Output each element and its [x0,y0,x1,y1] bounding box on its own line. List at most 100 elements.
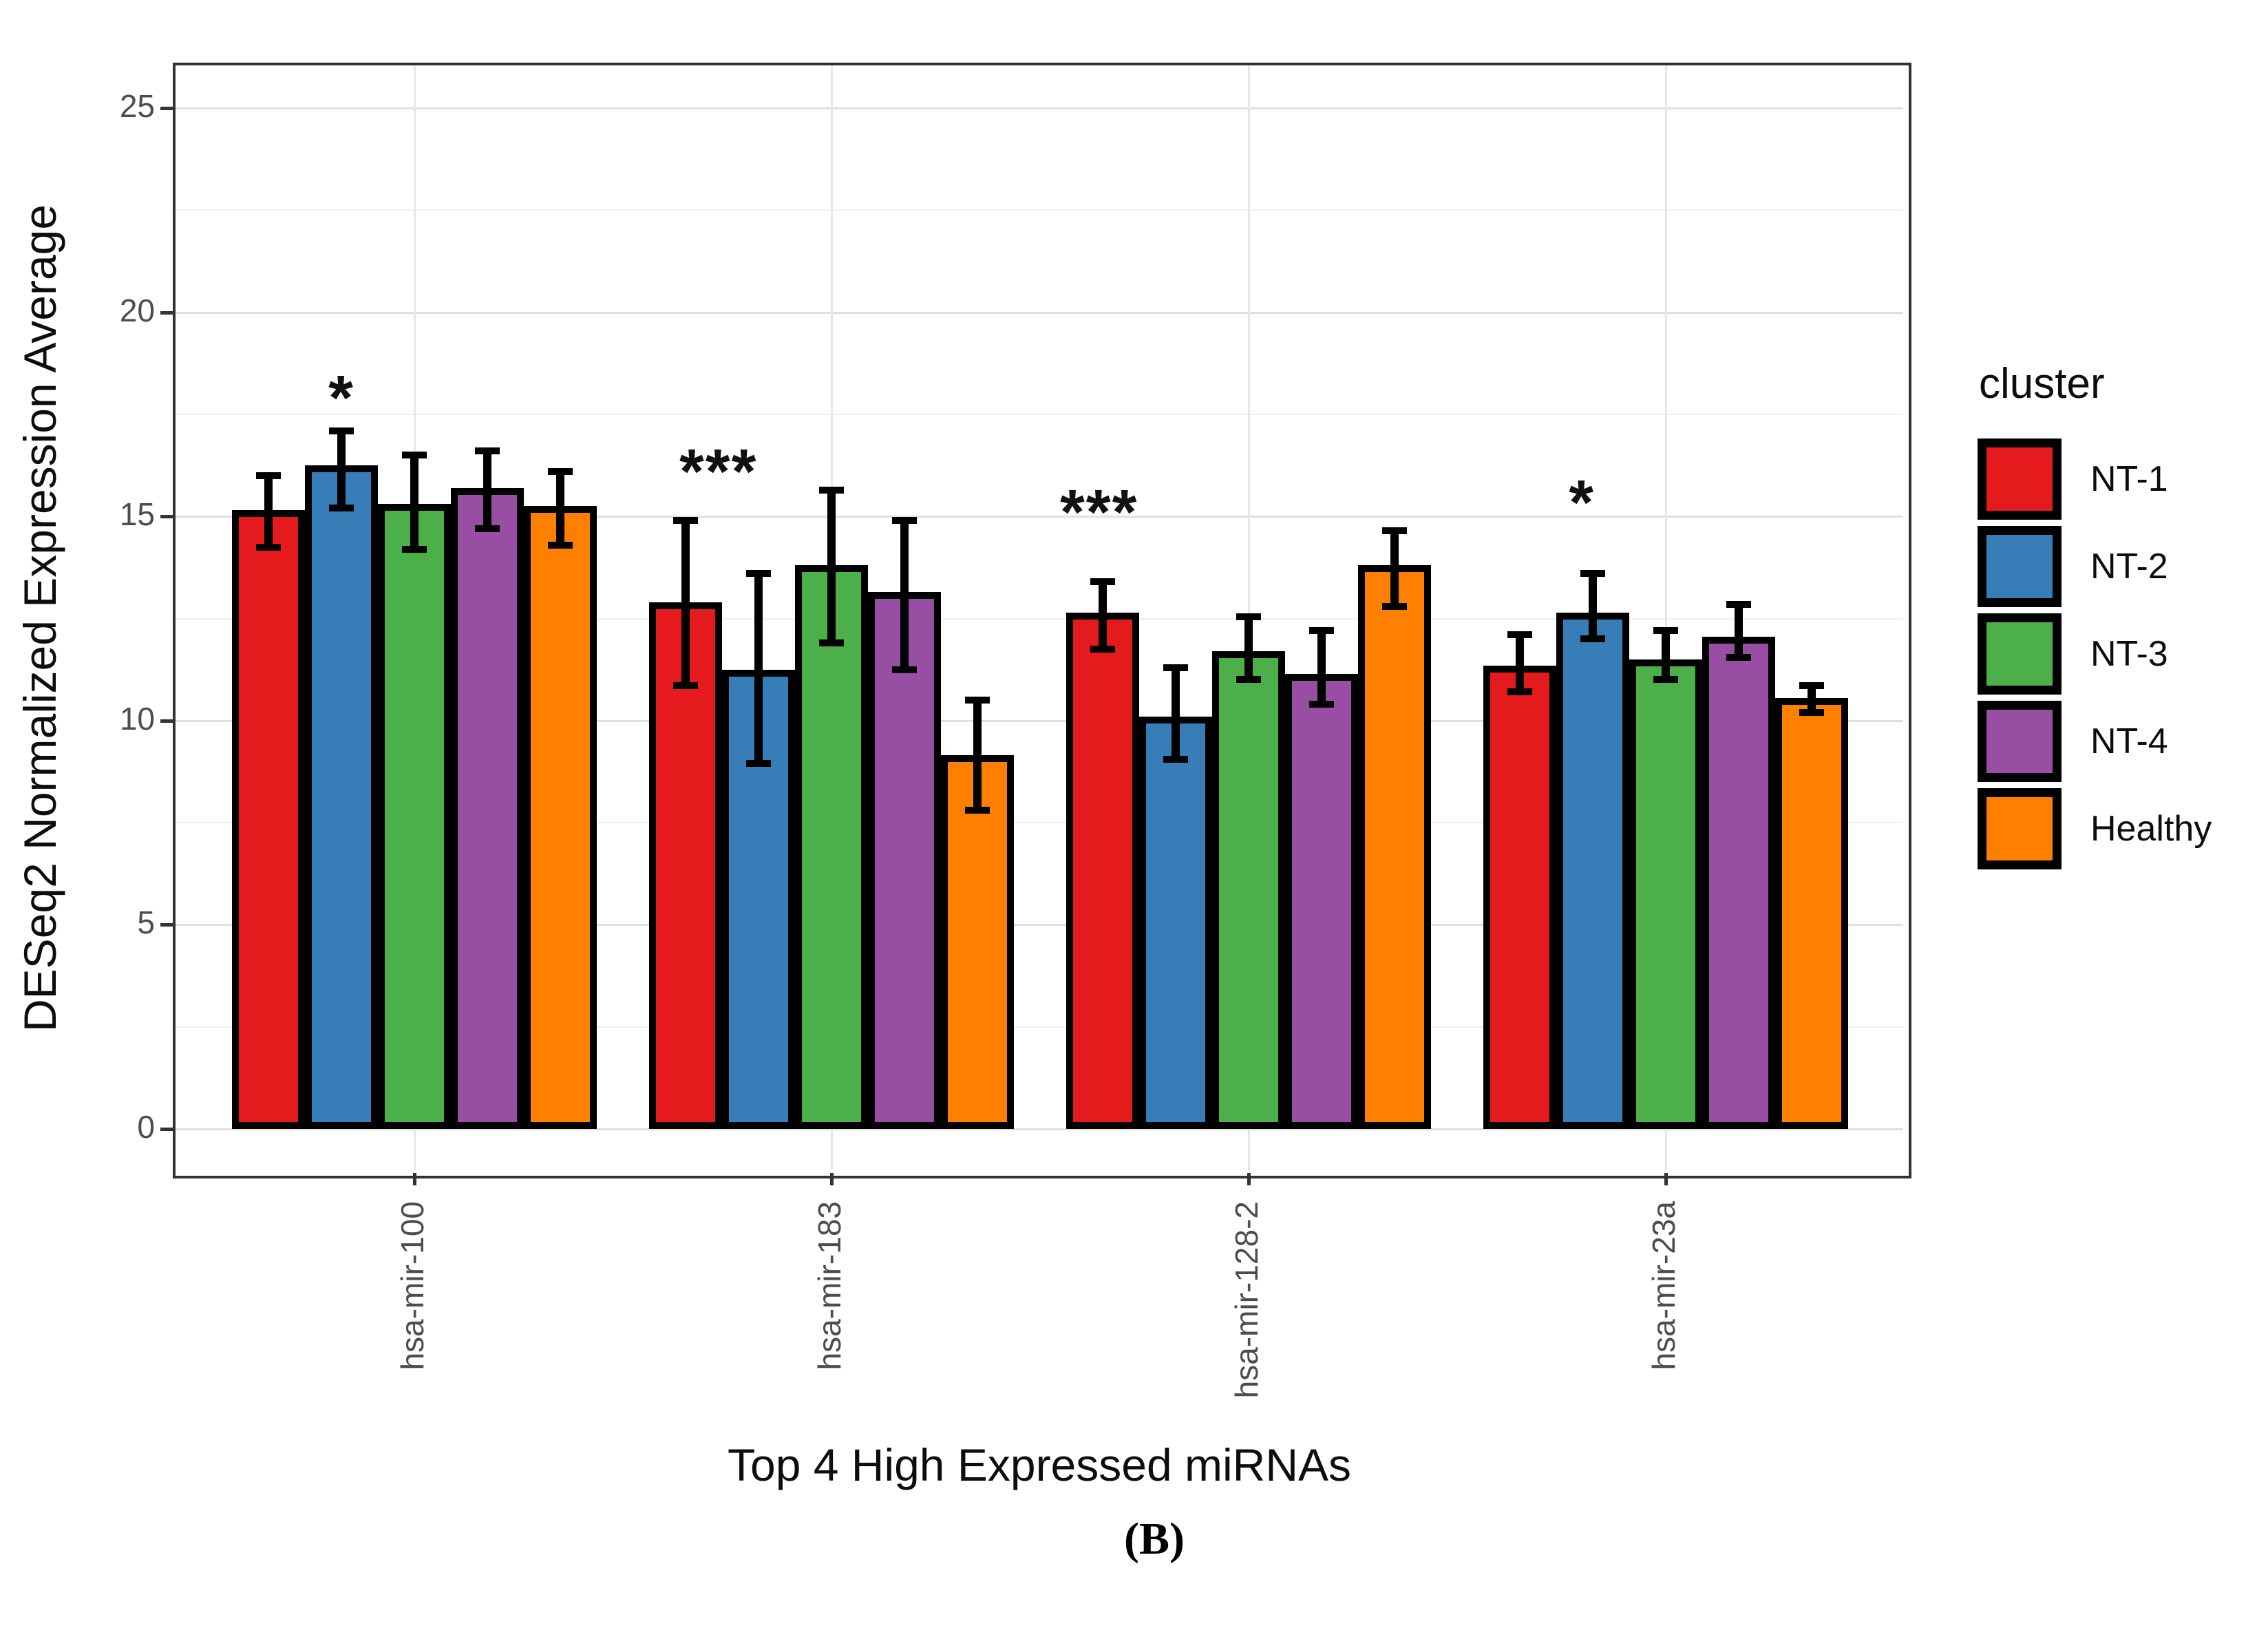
errorbar-cap-top [1799,682,1824,690]
errorbar-cap-top [673,517,698,525]
bar-Healthy-hsa-mir-23a [1775,698,1848,1129]
major-gridline [176,311,1903,314]
errorbar-cap-bottom [256,543,281,551]
legend-label-NT-1: NT-1 [2090,459,2168,499]
errorbar-cap-top [746,570,771,578]
significance-marker-hsa-mir-183: *** [679,436,758,507]
errorbar-cap-top [1236,613,1261,620]
x-tick [413,1173,416,1185]
errorbar-NT-1-hsa-mir-183 [681,520,690,686]
y-tick [160,1128,173,1131]
errorbar-cap-bottom [1236,676,1261,684]
errorbar-NT-1-hsa-mir-128-2 [1099,582,1107,649]
errorbar-cap-top [1309,627,1334,635]
x-tick [1664,1173,1668,1185]
major-gridline [176,924,1903,927]
bar-NT-1-hsa-mir-128-2 [1066,612,1139,1129]
errorbar-NT-1-hsa-mir-23a [1516,635,1524,693]
y-tick-label: 20 [119,292,155,328]
errorbar-cap-top [475,447,500,455]
bar-NT-4-hsa-mir-128-2 [1285,673,1358,1129]
significance-marker-hsa-mir-128-2: *** [1059,477,1138,548]
legend-entry-NT-2: NT-2 [1978,526,2168,607]
errorbar-cap-top [1580,570,1605,578]
errorbar-cap-bottom [673,682,698,690]
errorbar-NT-3-hsa-mir-128-2 [1244,616,1253,680]
legend-entry-NT-1: NT-1 [1978,438,2168,520]
y-tick [160,107,173,110]
legend-entry-NT-3: NT-3 [1978,613,2168,695]
legend-entries: NT-1 NT-2 NT-3 NT-4 Healthy [1978,438,2212,869]
y-tick-label: 5 [137,905,155,941]
errorbar-cap-bottom [1382,602,1407,610]
minor-gridline [176,822,1903,824]
legend-label-NT-3: NT-3 [2090,634,2168,674]
errorbar-cap-top [256,472,281,479]
legend-label-NT-4: NT-4 [2090,721,2168,761]
errorbar-cap-top [548,467,573,475]
x-tick-label-hsa-mir-183: hsa-mir-183 [812,1201,847,1371]
errorbar-NT-4-hsa-mir-128-2 [1317,631,1326,705]
errorbar-NT-3-hsa-mir-183 [827,489,836,644]
significance-marker-hsa-mir-23a: * [1569,467,1595,538]
x-tick-label-hsa-mir-128-2: hsa-mir-128-2 [1229,1201,1264,1399]
x-tick-label-hsa-mir-23a: hsa-mir-23a [1646,1201,1682,1371]
y-tick [160,923,173,927]
legend-entry-Healthy: Healthy [1978,788,2212,869]
minor-gridline [176,617,1903,620]
errorbar-NT-3-hsa-mir-23a [1662,631,1670,680]
errorbar-NT-1-hsa-mir-100 [264,475,273,547]
minor-gridline [176,1026,1903,1028]
errorbar-cap-top [329,427,354,434]
legend-swatch-NT-2 [1978,526,2062,607]
bar-NT-3-hsa-mir-100 [378,504,451,1129]
errorbar-NT-2-hsa-mir-128-2 [1172,667,1180,760]
legend-label-NT-2: NT-2 [2090,547,2168,586]
errorbar-NT-2-hsa-mir-183 [754,573,763,764]
errorbar-Healthy-hsa-mir-128-2 [1390,530,1399,606]
errorbar-Healthy-hsa-mir-100 [556,471,564,545]
bar-NT-2-hsa-mir-128-2 [1139,716,1212,1129]
y-tick [160,515,173,519]
legend-swatch-NT-4 [1978,701,2062,782]
errorbar-NT-3-hsa-mir-100 [410,455,418,549]
errorbar-cap-bottom [402,545,427,553]
errorbar-cap-bottom [746,760,771,768]
errorbar-cap-bottom [819,639,844,647]
bar-NT-1-hsa-mir-183 [649,602,722,1129]
y-tick-label: 0 [137,1109,155,1145]
y-tick [160,310,173,315]
bar-NT-4-hsa-mir-183 [868,591,941,1129]
errorbar-cap-top [1090,578,1115,586]
legend-swatch-NT-3 [1978,613,2062,695]
y-tick [160,719,173,723]
y-axis-title: DESeq2 Normalized Expression Average [14,204,65,1032]
errorbar-cap-bottom [548,541,573,549]
bar-NT-4-hsa-mir-100 [451,487,524,1129]
errorbar-cap-bottom [1507,688,1532,696]
x-tick [1247,1173,1251,1185]
errorbar-cap-top [1163,664,1188,671]
errorbar-NT-4-hsa-mir-23a [1735,604,1743,657]
errorbar-Healthy-hsa-mir-183 [973,700,982,811]
major-gridline [176,516,1903,518]
bar-NT-2-hsa-mir-100 [305,465,378,1129]
bar-NT-3-hsa-mir-128-2 [1212,651,1285,1129]
errorbar-cap-top [819,486,844,494]
errorbar-cap-top [1726,600,1751,608]
errorbar-cap-bottom [329,505,354,512]
errorbar-cap-top [892,517,917,525]
x-tick [830,1173,834,1185]
figure-caption: (B) [1124,1514,1185,1564]
legend-label-Healthy: Healthy [2090,809,2212,849]
bar-Healthy-hsa-mir-100 [524,506,597,1129]
errorbar-cap-top [1653,627,1678,635]
legend: cluster NT-1 NT-2 NT-3 NT-4 Healthy [1978,359,2212,876]
y-tick-label: 10 [119,700,155,737]
errorbar-cap-bottom [1580,635,1605,643]
bar-NT-1-hsa-mir-100 [232,510,305,1129]
errorbar-NT-2-hsa-mir-100 [337,430,346,509]
vertical-gridline [1665,65,1667,1170]
errorbar-NT-2-hsa-mir-23a [1589,573,1597,639]
